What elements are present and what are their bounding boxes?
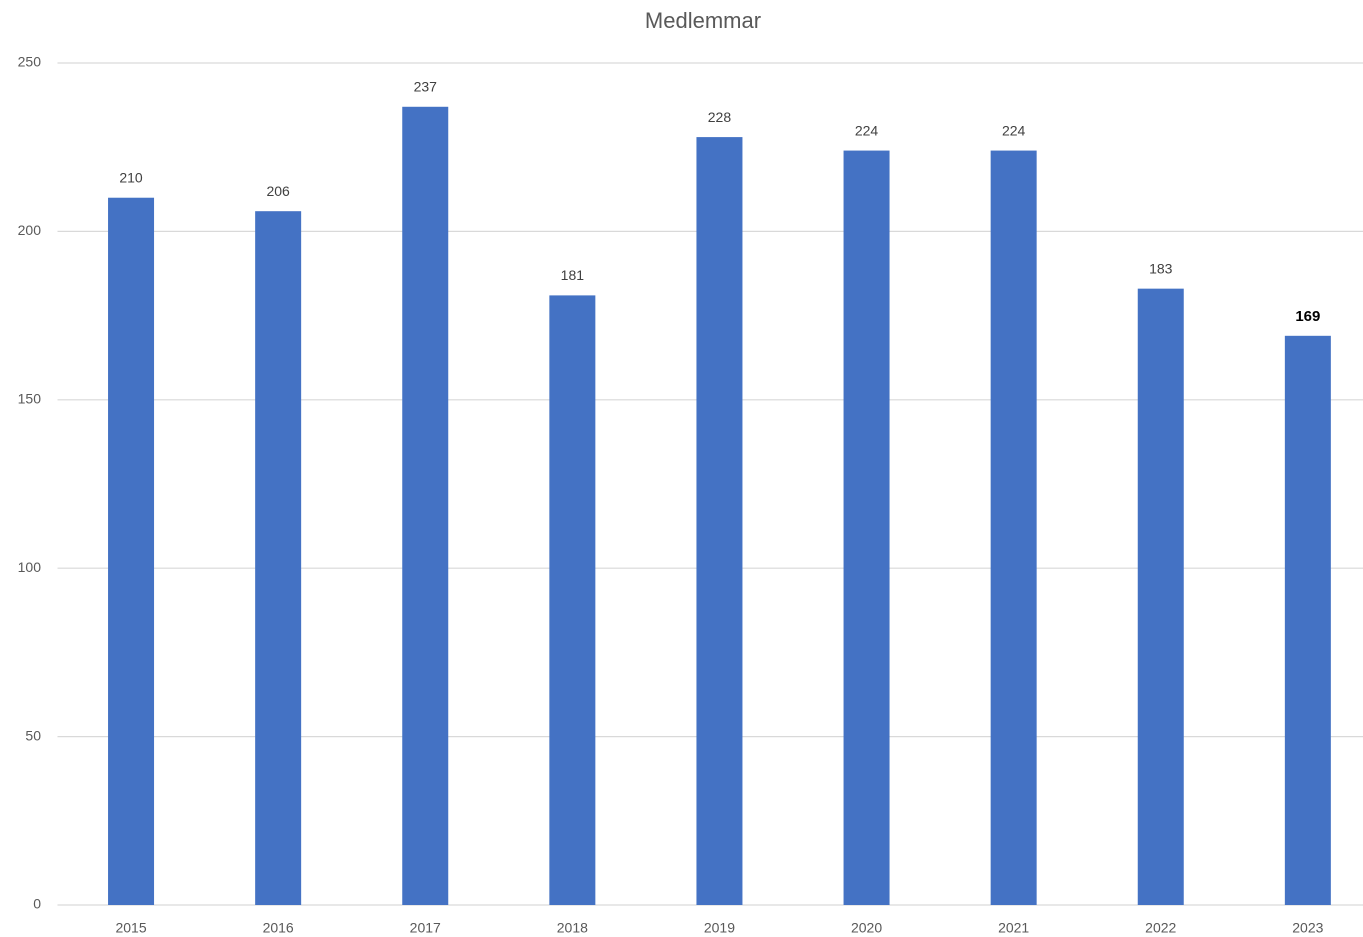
data-label: 181 xyxy=(561,267,585,283)
data-label: 224 xyxy=(855,122,879,138)
bar xyxy=(108,197,155,906)
x-tick-label: 2015 xyxy=(115,920,146,936)
data-label: 210 xyxy=(119,169,143,185)
bar xyxy=(402,106,449,905)
y-tick-label: 100 xyxy=(18,559,42,575)
chart-title: Medlemmar xyxy=(645,8,761,33)
data-label: 206 xyxy=(266,183,290,199)
bar xyxy=(255,211,302,905)
bar xyxy=(990,150,1037,905)
data-label: 228 xyxy=(708,109,732,125)
x-tick-label: 2016 xyxy=(263,920,294,936)
y-tick-label: 0 xyxy=(33,896,41,912)
y-tick-label: 50 xyxy=(25,727,41,743)
data-label: 183 xyxy=(1149,260,1173,276)
data-label: 224 xyxy=(1002,122,1026,138)
data-label: 169 xyxy=(1295,308,1320,325)
bar xyxy=(1284,335,1331,906)
y-tick-label: 150 xyxy=(18,391,42,407)
x-tick-label: 2022 xyxy=(1145,920,1176,936)
x-tick-label: 2021 xyxy=(998,920,1029,936)
x-tick-label: 2017 xyxy=(410,920,441,936)
y-tick-label: 200 xyxy=(18,222,42,238)
data-label: 237 xyxy=(414,78,438,94)
bar xyxy=(549,295,596,906)
x-tick-label: 2020 xyxy=(851,920,882,936)
bar xyxy=(843,150,890,905)
bar xyxy=(696,137,743,905)
x-tick-label: 2019 xyxy=(704,920,735,936)
y-tick-label: 250 xyxy=(18,54,42,70)
x-tick-label: 2023 xyxy=(1292,920,1323,936)
bar xyxy=(1137,288,1184,905)
x-tick-label: 2018 xyxy=(557,920,588,936)
